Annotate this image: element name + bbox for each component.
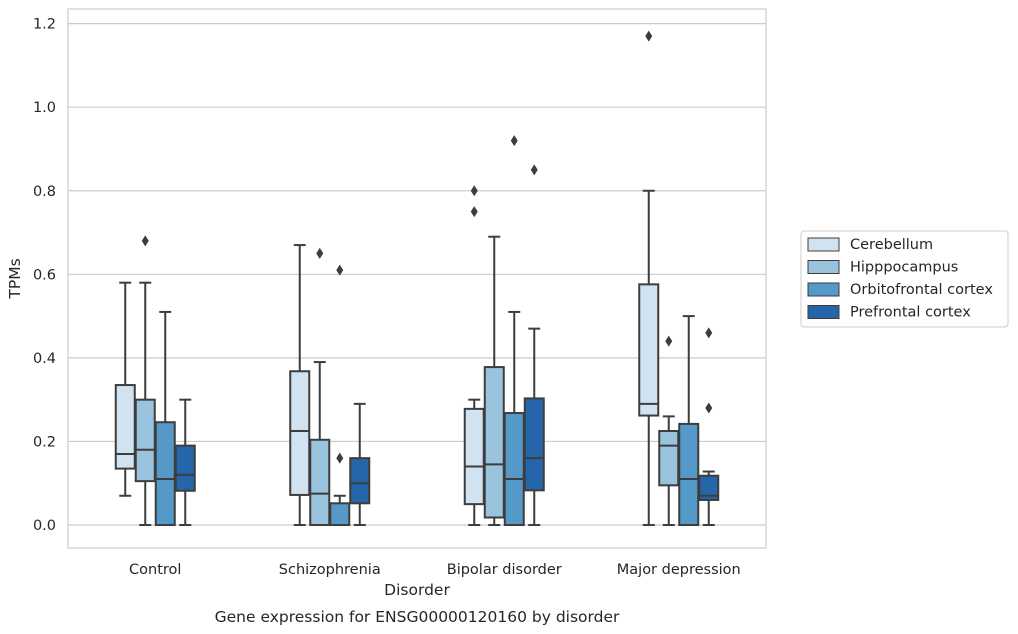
legend-item: Prefrontal cortex: [807, 305, 971, 321]
iqr-box: [463, 407, 485, 506]
x-tick-labels: Control Schizophrenia Bipolar disorder Majo…: [129, 562, 741, 578]
iqr-box: [678, 422, 700, 527]
y-tick-label: 1.0: [33, 100, 56, 116]
box-cerebellum: [638, 30, 660, 527]
legend-swatch: [807, 260, 840, 274]
box-hipppocampus: [134, 235, 156, 527]
box-hipppocampus: [309, 247, 331, 527]
box-orbitofrontal-cortex: [503, 135, 525, 527]
box-prefrontal-cortex: [698, 327, 720, 527]
y-tick-label: 1.2: [33, 17, 56, 33]
x-axis-label: Disorder: [384, 581, 450, 599]
x-tick-label: Control: [129, 562, 181, 578]
box-series: [114, 30, 720, 527]
outlier-point: [705, 327, 713, 339]
outlier-point: [705, 402, 713, 414]
outlier-point: [665, 335, 673, 347]
x-tick-label: Schizophrenia: [279, 562, 381, 578]
y-tick-labels: 0.0 0.2 0.4 0.6 0.8 1.0 1.2: [33, 17, 56, 534]
legend-swatch: [807, 237, 840, 252]
box-hipppocampus: [658, 335, 680, 527]
outlier-point: [336, 264, 344, 276]
legend-label: Prefrontal cortex: [850, 305, 971, 321]
legend-swatch: [807, 282, 840, 297]
box-hipppocampus: [483, 235, 505, 527]
outlier-point: [470, 185, 478, 197]
box-prefrontal-cortex: [174, 398, 196, 527]
iqr-box: [114, 384, 136, 470]
y-tick-label: 0.0: [33, 518, 56, 534]
box-prefrontal-cortex: [523, 164, 545, 527]
legend-item: Orbitofrontal cortex: [807, 282, 993, 298]
iqr-box: [658, 430, 680, 487]
x-tick-label: Bipolar disorder: [447, 562, 562, 578]
box-cerebellum: [463, 185, 485, 527]
legend-label: Cerebellum: [850, 237, 933, 253]
legend-swatch: [807, 305, 840, 319]
iqr-box: [503, 412, 525, 527]
y-tick-label: 0.2: [33, 434, 56, 450]
iqr-box: [134, 398, 156, 483]
legend-label: Orbitofrontal cortex: [850, 282, 993, 298]
iqr-box: [329, 502, 351, 527]
iqr-box: [349, 457, 371, 505]
iqr-box: [698, 474, 720, 501]
box-orbitofrontal-cortex: [154, 310, 176, 527]
legend-frame: [800, 230, 1009, 328]
outlier-point: [316, 247, 324, 259]
y-axis-label: TPMs: [6, 258, 24, 299]
box-cerebellum: [114, 281, 136, 497]
y-tick-label: 0.4: [33, 351, 56, 367]
outlier-point: [530, 164, 538, 176]
box-orbitofrontal-cortex: [678, 315, 700, 527]
legend-item: Cerebellum: [807, 237, 933, 253]
iqr-box: [309, 438, 331, 527]
outlier-point: [470, 206, 478, 218]
iqr-box: [174, 444, 196, 492]
iqr-box: [523, 397, 545, 492]
plot-frame: [67, 8, 767, 549]
y-tick-label: 0.8: [33, 184, 56, 200]
legend-label: Hipppocampus: [850, 260, 958, 276]
legend: Cerebellum Hipppocampus Orbitofrontal cort…: [800, 230, 1009, 328]
outlier-point: [510, 135, 518, 147]
iqr-box: [638, 283, 660, 417]
outlier-point: [141, 235, 149, 247]
y-tick-label: 0.6: [33, 267, 56, 283]
outlier-point: [645, 30, 653, 42]
iqr-box: [154, 421, 176, 527]
outlier-point: [336, 452, 344, 464]
legend-item: Hipppocampus: [807, 260, 958, 276]
box-prefrontal-cortex: [349, 402, 371, 527]
box-orbitofrontal-cortex: [329, 264, 351, 527]
figure-caption: Gene expression for ENSG00000120160 by d…: [215, 608, 620, 626]
box-cerebellum: [289, 244, 311, 527]
x-tick-label: Major depression: [617, 562, 741, 578]
iqr-box: [483, 366, 505, 519]
iqr-box: [289, 370, 311, 496]
